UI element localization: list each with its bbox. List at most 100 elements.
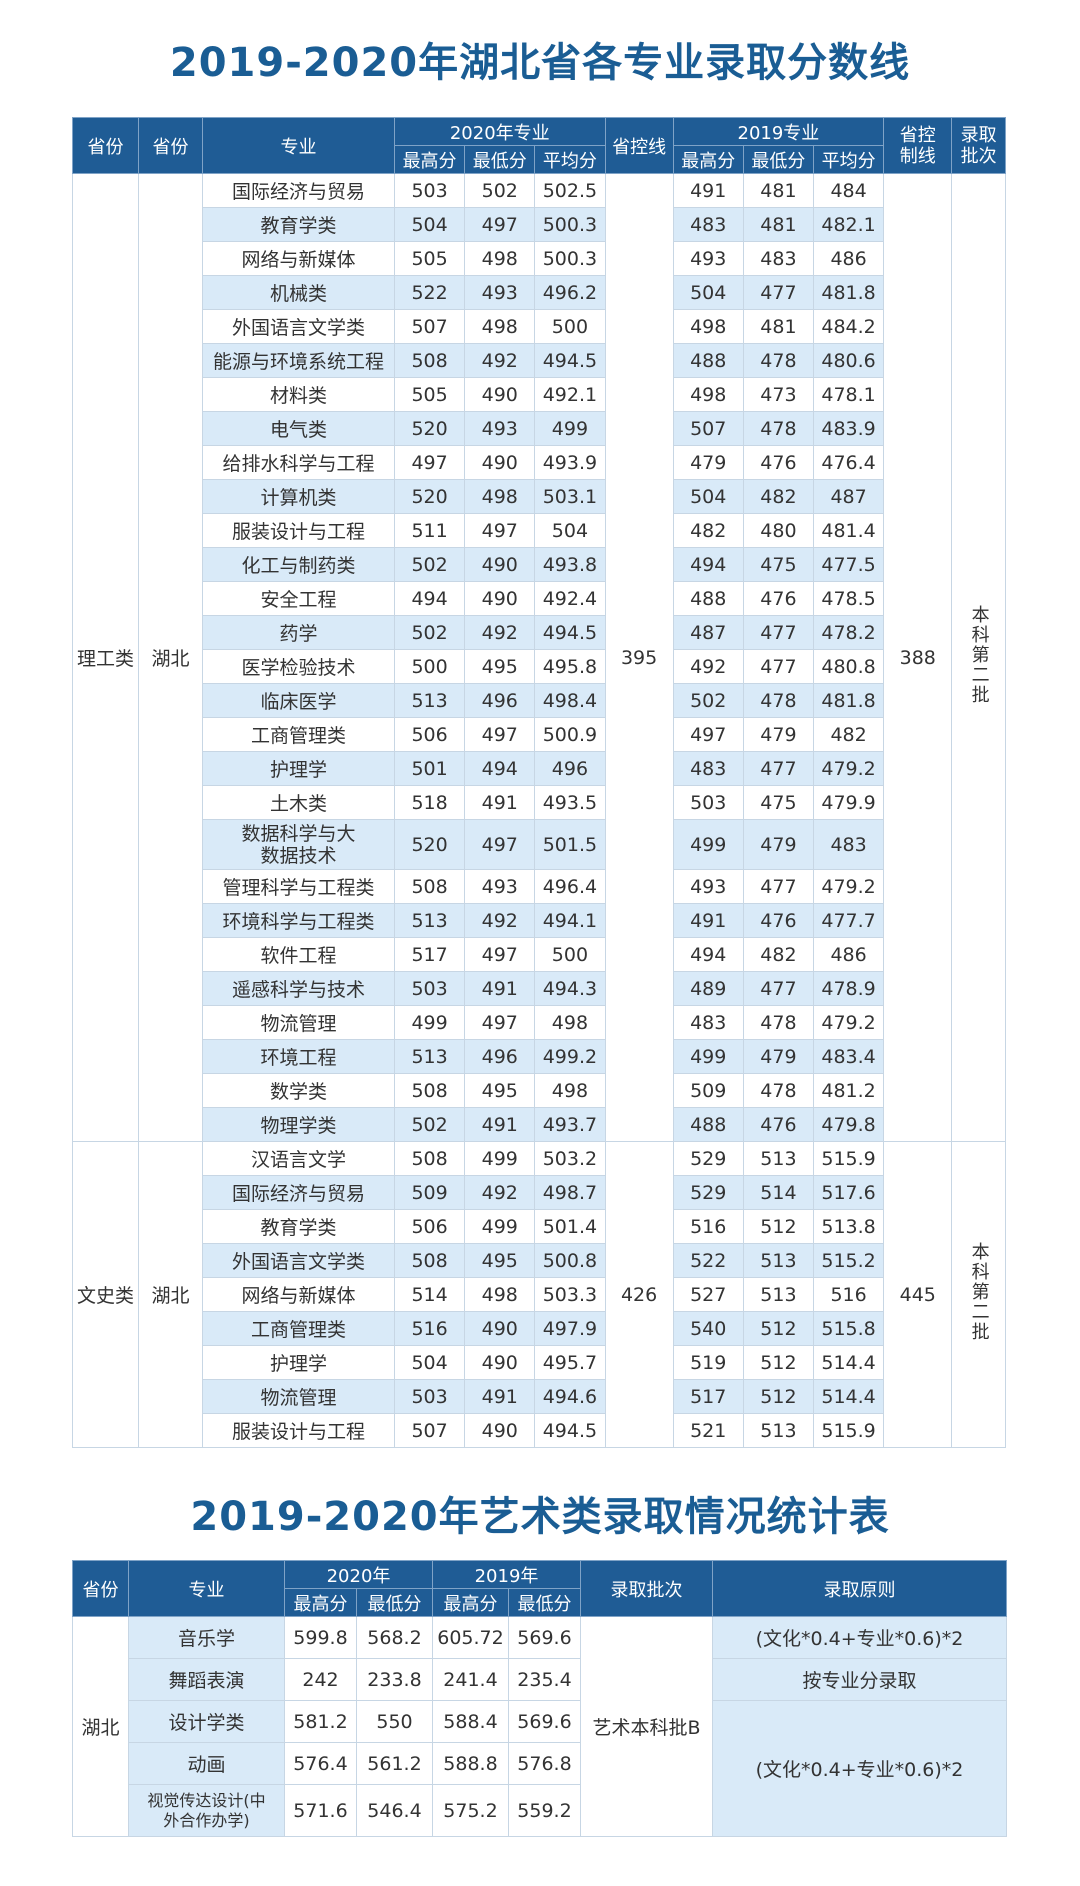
art-score-cell: 605.72 bbox=[432, 1616, 509, 1659]
header-batch: 录取批次 bbox=[951, 117, 1006, 174]
art-score-cell: 569.6 bbox=[508, 1700, 581, 1743]
art-score-cell: 241.4 bbox=[432, 1658, 509, 1701]
score-cell: 513 bbox=[742, 1413, 814, 1448]
art-score-cell: 576.4 bbox=[284, 1742, 357, 1785]
score-cell: 481 bbox=[742, 207, 814, 242]
score-cell: 480.6 bbox=[812, 343, 885, 378]
score-cell: 514.4 bbox=[812, 1345, 885, 1380]
art-major-name: 视觉传达设计(中外合作办学) bbox=[147, 1790, 266, 1830]
header-province-2: 省份 bbox=[138, 117, 204, 174]
table-row: 计算机类 520 498 503.1 504 482 487 bbox=[73, 479, 1006, 514]
major-name-cell: 电气类 bbox=[202, 411, 395, 446]
score-cell: 511 bbox=[393, 513, 466, 548]
score-cell: 494.5 bbox=[534, 343, 606, 378]
score-cell: 513 bbox=[742, 1277, 814, 1312]
score-cell: 478 bbox=[742, 683, 814, 718]
art-rule-cell: (文化*0.4+专业*0.6)*2 bbox=[712, 1616, 1007, 1659]
score-cell: 503 bbox=[393, 173, 466, 208]
art-major-name: 设计学类 bbox=[168, 1712, 245, 1734]
major-name-cell: 工商管理类 bbox=[202, 717, 395, 752]
art-score-cell: 588.4 bbox=[432, 1700, 509, 1743]
major-name-cell: 网络与新媒体 bbox=[202, 241, 395, 276]
score-cell: 499 bbox=[672, 1039, 744, 1074]
score-cell: 540 bbox=[672, 1311, 744, 1346]
score-cell: 482 bbox=[742, 479, 814, 514]
score-cell: 501.5 bbox=[534, 819, 606, 870]
table-row: 护理学 504 490 495.7 519 512 514.4 bbox=[73, 1345, 1006, 1380]
score-cell: 492.4 bbox=[534, 581, 606, 616]
score-cell: 496 bbox=[464, 683, 536, 718]
major-name-cell: 教育学类 bbox=[202, 207, 395, 242]
score-cell: 519 bbox=[672, 1345, 744, 1380]
major-name-cell: 数据科学与大数据技术 bbox=[202, 819, 395, 870]
score-cell: 513 bbox=[393, 903, 466, 938]
major-name: 环境科学与工程类 bbox=[222, 911, 375, 933]
art-score-cell: 550 bbox=[356, 1700, 433, 1743]
score-cell: 478 bbox=[742, 343, 814, 378]
score-cell: 500.9 bbox=[534, 717, 606, 752]
score-cell: 479.8 bbox=[812, 1107, 885, 1142]
art-major-cell: 舞蹈表演 bbox=[128, 1658, 285, 1701]
header-2019: 2019专业 bbox=[672, 117, 885, 146]
table-row: 网络与新媒体 514 498 503.3 527 513 516 bbox=[73, 1277, 1006, 1312]
score-cell: 478 bbox=[742, 1005, 814, 1040]
score-cell: 529 bbox=[672, 1175, 744, 1210]
major-name: 数学类 bbox=[270, 1081, 328, 1103]
score-cell: 522 bbox=[672, 1243, 744, 1278]
major-name-cell: 安全工程 bbox=[202, 581, 395, 616]
score-cell: 494.5 bbox=[534, 1413, 606, 1448]
major-name: 化工与制药类 bbox=[241, 555, 356, 577]
major-name-cell: 国际经济与贸易 bbox=[202, 1175, 395, 1210]
score-cell: 475 bbox=[742, 547, 814, 582]
score-cell: 503.3 bbox=[534, 1277, 606, 1312]
score-cell: 498 bbox=[464, 241, 536, 276]
major-name-cell: 国际经济与贸易 bbox=[202, 173, 395, 208]
table-row: 材料类 505 490 492.1 498 473 478.1 bbox=[73, 377, 1006, 412]
table-row: 环境科学与工程类 513 492 494.1 491 476 477.7 bbox=[73, 903, 1006, 938]
score-cell: 482 bbox=[672, 513, 744, 548]
art-major-cell: 视觉传达设计(中外合作办学) bbox=[128, 1784, 285, 1837]
art-score-cell: 546.4 bbox=[356, 1784, 433, 1837]
score-cell: 494 bbox=[464, 751, 536, 786]
art-header-2019: 2019年 bbox=[432, 1560, 581, 1589]
score-cell: 498 bbox=[534, 1005, 606, 1040]
major-name: 环境工程 bbox=[260, 1047, 337, 1069]
score-cell: 493 bbox=[464, 869, 536, 904]
score-cell: 520 bbox=[393, 479, 466, 514]
major-name: 国际经济与贸易 bbox=[232, 181, 366, 203]
score-cell: 477 bbox=[742, 751, 814, 786]
table-row: 化工与制药类 502 490 493.8 494 475 477.5 bbox=[73, 547, 1006, 582]
score-cell: 479 bbox=[672, 445, 744, 480]
table-row: 数学类 508 495 498 509 478 481.2 bbox=[73, 1073, 1006, 1108]
score-cell: 498 bbox=[464, 479, 536, 514]
score-cell: 522 bbox=[393, 275, 466, 310]
score-cell: 481.8 bbox=[812, 683, 885, 718]
score-cell: 494.1 bbox=[534, 903, 606, 938]
table-row: 物流管理 503 491 494.6 517 512 514.4 bbox=[73, 1379, 1006, 1414]
art-table-row: 视觉传达设计(中外合作办学) 571.6 546.4 575.2 559.2 bbox=[73, 1784, 1007, 1837]
score-cell: 477 bbox=[742, 649, 814, 684]
major-name-cell: 机械类 bbox=[202, 275, 395, 310]
score-cell: 476 bbox=[742, 581, 814, 616]
major-name: 临床医学 bbox=[260, 691, 337, 713]
score-cell: 513 bbox=[742, 1243, 814, 1278]
score-cell: 512 bbox=[742, 1311, 814, 1346]
score-cell: 477 bbox=[742, 971, 814, 1006]
score-cell: 499 bbox=[393, 1005, 466, 1040]
score-cell: 496.2 bbox=[534, 275, 606, 310]
score-cell: 493 bbox=[672, 869, 744, 904]
major-name-cell: 管理科学与工程类 bbox=[202, 869, 395, 904]
major-name: 教育学类 bbox=[260, 1217, 337, 1239]
score-cell: 512 bbox=[742, 1345, 814, 1380]
score-cell: 488 bbox=[672, 581, 744, 616]
table-row: 药学 502 492 494.5 487 477 478.2 bbox=[73, 615, 1006, 650]
score-cell: 512 bbox=[742, 1379, 814, 1414]
score-cell: 493.8 bbox=[534, 547, 606, 582]
major-name: 电气类 bbox=[270, 419, 328, 441]
admission-score-table: 省份 省份 专业 2020年专业 省控线 2019专业 省控制线 录取批次 最高… bbox=[71, 117, 1006, 1448]
major-name-cell: 网络与新媒体 bbox=[202, 1277, 395, 1312]
score-cell: 505 bbox=[393, 241, 466, 276]
art-header-max-2020: 最高分 bbox=[284, 1588, 357, 1617]
table-row: 工商管理类 516 490 497.9 540 512 515.8 bbox=[73, 1311, 1006, 1346]
major-name: 护理学 bbox=[270, 759, 328, 781]
